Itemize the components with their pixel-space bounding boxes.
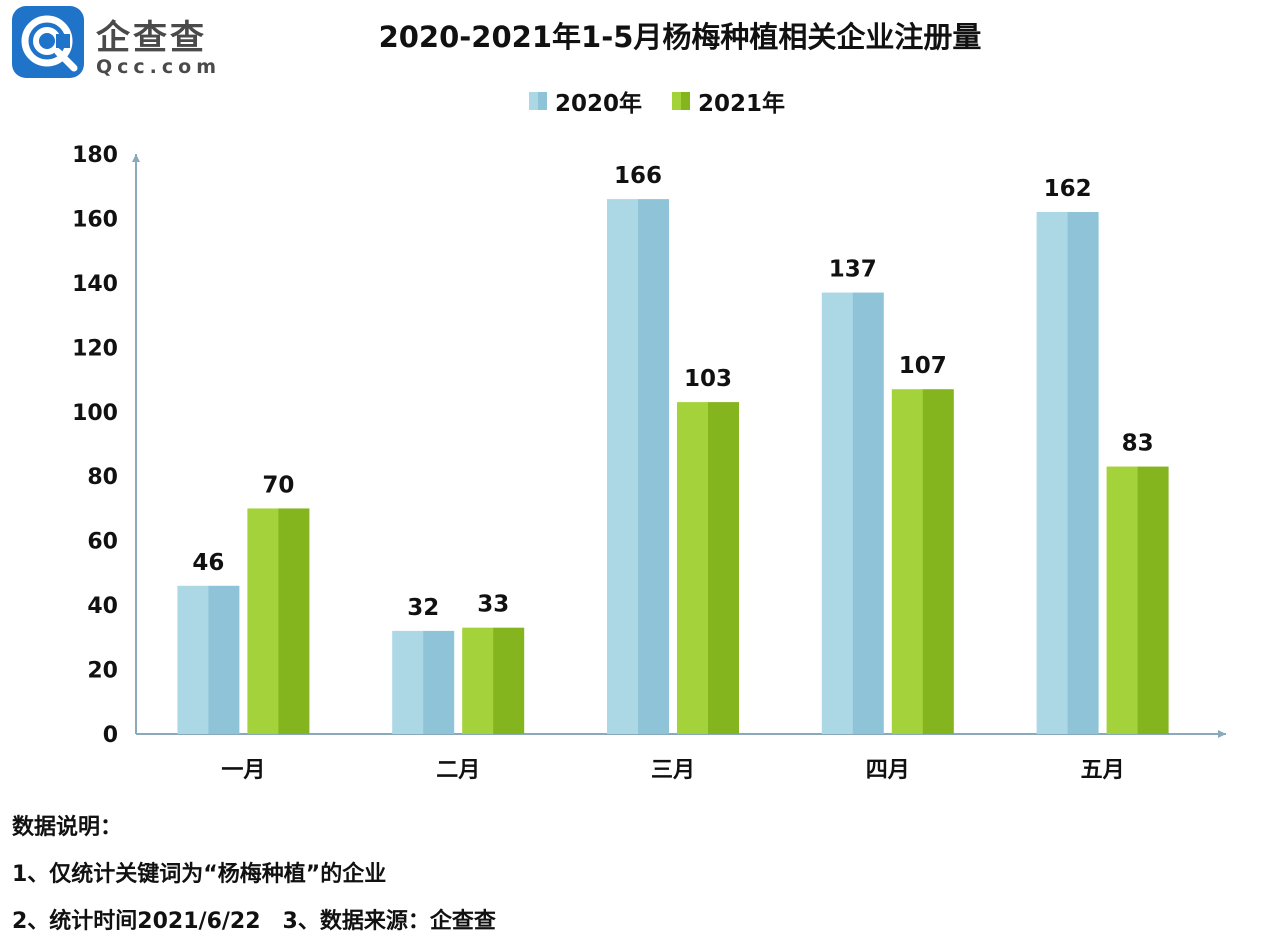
bar-face-dark	[708, 402, 739, 734]
data-label: 162	[1044, 176, 1092, 202]
y-tick-label: 140	[72, 272, 118, 297]
data-label: 166	[614, 163, 662, 189]
qcc-logo-icon	[12, 6, 84, 78]
bar-2021	[247, 508, 310, 734]
data-label: 107	[899, 353, 947, 379]
bar-2020	[177, 585, 240, 734]
data-label: 137	[829, 257, 877, 283]
bar-2021	[891, 389, 954, 734]
logo-domain: Qcc.com	[96, 56, 222, 78]
notes-line-2: 2、统计时间2021/6/22 3、数据来源：企查查	[12, 909, 496, 934]
x-tick-label: 三月	[651, 758, 695, 783]
x-tick-label: 四月	[866, 758, 910, 783]
logo-name: 企查查	[96, 18, 207, 58]
legend-swatch-2020	[529, 92, 547, 110]
x-axis-arrow	[1218, 730, 1226, 738]
y-tick-label: 100	[72, 401, 118, 426]
y-tick-label: 60	[87, 530, 118, 555]
y-tick-label: 120	[72, 336, 118, 361]
bar-face-dark	[922, 389, 954, 734]
bar-face-light	[177, 585, 209, 734]
data-label: 33	[477, 592, 509, 618]
chart-title: 2020-2021年1-5月杨梅种植相关企业注册量	[378, 20, 982, 54]
bar-face-light	[247, 508, 279, 734]
legend-label-2021: 2021年	[698, 91, 786, 117]
data-label: 46	[192, 550, 224, 576]
bar-2020	[607, 199, 669, 735]
bar-face-light	[392, 630, 424, 734]
notes-line-1: 1、仅统计关键词为“杨梅种植”的企业	[12, 862, 387, 887]
bar-2020	[1036, 212, 1099, 734]
bar-face-light	[607, 199, 639, 735]
legend-item-2020: 2020年	[529, 84, 642, 118]
bar-face-dark	[1067, 212, 1099, 734]
bar-face-dark	[278, 508, 310, 734]
data-notes: 数据说明： 1、仅统计关键词为“杨梅种植”的企业 2、统计时间2021/6/22…	[12, 804, 496, 945]
bar-face-dark	[1137, 466, 1169, 734]
bar-face-dark	[638, 199, 669, 735]
legend-label-2020: 2020年	[555, 91, 643, 117]
bar-2021	[677, 402, 739, 734]
bar-face-dark	[423, 630, 455, 734]
bar-chart: 0 20 40 60 80 100 120 140 160 180 一月 46 70 二月 32 33 三月 16…	[72, 143, 1226, 783]
data-label: 70	[262, 472, 294, 498]
data-label: 103	[684, 366, 732, 392]
logo: 企查查 Qcc.com	[10, 6, 230, 82]
data-label: 83	[1122, 431, 1154, 457]
bar-2020	[392, 630, 455, 734]
bar-face-light	[462, 627, 494, 734]
legend: 2020年 2021年	[529, 84, 815, 118]
bar-face-dark	[493, 627, 525, 734]
y-tick-label: 180	[72, 143, 118, 168]
legend-item-2021: 2021年	[672, 84, 785, 118]
y-tick-label: 40	[87, 594, 118, 619]
y-tick-label: 0	[103, 723, 118, 748]
bar-2020	[821, 292, 884, 734]
data-label: 32	[407, 595, 439, 621]
y-tick-label: 80	[87, 465, 118, 490]
bar-face-light	[821, 292, 854, 734]
y-tick-label: 20	[87, 659, 118, 684]
bar-face-light	[1106, 466, 1139, 734]
bar-face-dark	[852, 292, 884, 734]
x-tick-label: 一月	[221, 758, 265, 783]
notes-heading: 数据说明：	[12, 815, 123, 840]
bar-face-light	[1036, 212, 1069, 734]
x-tick-label: 五月	[1081, 758, 1125, 783]
y-axis-arrow	[132, 154, 140, 162]
bar-2021	[1106, 466, 1169, 734]
legend-swatch-2021	[672, 92, 691, 110]
bar-face-dark	[208, 585, 240, 734]
bar-face-light	[891, 389, 924, 734]
bar-2021	[462, 627, 525, 734]
y-tick-label: 160	[72, 207, 118, 232]
bar-face-light	[677, 402, 709, 734]
x-tick-label: 二月	[436, 758, 480, 783]
